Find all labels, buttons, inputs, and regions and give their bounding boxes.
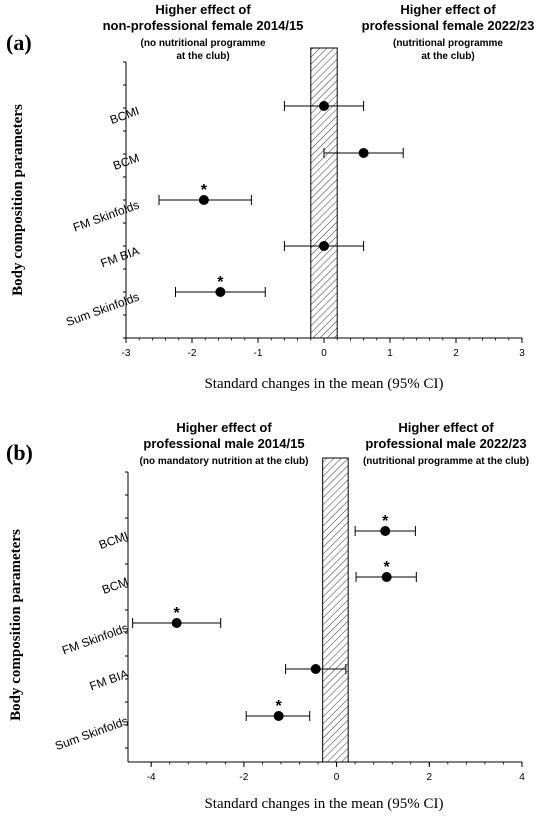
panel-a-x-tick-label: 2: [453, 348, 459, 359]
panel-b-significance-marker: *: [174, 605, 181, 622]
panel-a-trivial-band: [310, 47, 338, 339]
panel-b-category-label: BCM: [100, 575, 130, 597]
panel-a-right-note-sub2: at the club): [421, 51, 474, 62]
panel-b-right-note-line2: professional male 2022/23: [365, 436, 526, 451]
panel-a-left-note-line1: Higher effect of: [155, 2, 251, 17]
panel-a-left-note-sub1: (no nutritional programme: [141, 38, 266, 49]
panel-b-significance-marker: *: [276, 698, 283, 715]
panel-a-category-label: FM Skinfolds: [71, 198, 141, 235]
panel-a-ylabel: Body composition parameters: [10, 104, 26, 296]
panel-b-point: [381, 572, 392, 582]
panel-b-chart: (b) Higher effect of professional male 2…: [6, 420, 529, 812]
panel-a-right-note-sub1: (nutritional programme: [393, 38, 503, 49]
panel-a-left-note-line2: non-professional female 2014/15: [103, 18, 304, 33]
panel-a-point: [319, 241, 329, 251]
panel-b-left-note-line1: Higher effect of: [176, 420, 272, 435]
panel-a-xlabel: Standard changes in the mean (95% CI): [204, 376, 443, 392]
panel-b-point: [310, 664, 321, 674]
panel-a-point: [215, 287, 226, 297]
panel-b-category-label: FM BIA: [88, 667, 130, 694]
panel-b-point: [380, 526, 391, 536]
panel-a-significance-marker: *: [217, 274, 224, 291]
panel-b-point: [171, 618, 182, 628]
panel-a-label: (a): [6, 30, 32, 55]
panel-a-point: [358, 148, 369, 158]
panel-b-right-note-line1: Higher effect of: [398, 420, 494, 435]
panel-b-x-tick-label: -4: [147, 772, 156, 783]
panel-a-significance-marker: *: [201, 182, 208, 199]
panel-a-x-tick-label: 3: [519, 348, 525, 359]
panel-a-point: [319, 101, 329, 111]
panel-b-x-tick-label: 0: [334, 772, 340, 783]
panel-a-right-note-line1: Higher effect of: [400, 2, 496, 17]
panel-b-x-tick-label: -2: [239, 772, 248, 783]
panel-b-right-note-sub1: (nutritional programme at the club): [363, 456, 529, 467]
panel-a-left-note-sub2: at the club): [176, 51, 229, 62]
panel-a-right-note-line2: professional female 2022/23: [362, 18, 535, 33]
panel-b-category-label: BCMI: [97, 529, 130, 552]
panel-b-significance-marker: *: [382, 513, 389, 530]
panel-b-significance-marker: *: [384, 559, 391, 576]
panel-a-x-tick-label: -1: [254, 348, 263, 359]
panel-b-category-label: Sum Skinfolds: [53, 714, 130, 753]
panel-b-xlabel: Standard changes in the mean (95% CI): [204, 796, 443, 812]
panel-b-left-note-line2: professional male 2014/15: [143, 436, 304, 451]
panel-b-point: [273, 711, 284, 721]
panel-a-x-tick-label: 1: [387, 348, 393, 359]
panel-a-x-tick-label: -2: [188, 348, 197, 359]
panel-b-x-tick-label: 2: [427, 772, 433, 783]
panel-a-chart: (a) Higher effect of non-professional fe…: [6, 2, 534, 392]
panel-a-point: [198, 195, 209, 205]
panel-b-category-label: FM Skinfolds: [60, 621, 130, 658]
panel-a-x-tick-label: 0: [321, 348, 327, 359]
panel-b-left-note-sub1: (no mandatory nutrition at the club): [140, 456, 309, 467]
panel-a-category-label: FM BIA: [99, 244, 141, 271]
panel-a-x-tick-label: -3: [122, 348, 131, 359]
panel-b-label: (b): [6, 440, 33, 465]
panel-b-ylabel: Body composition parameters: [8, 529, 24, 721]
panel-b-x-tick-label: 4: [519, 772, 525, 783]
panel-a-category-label: Sum Skinfolds: [64, 290, 141, 329]
panel-b-trivial-band: [322, 457, 349, 763]
panel-a-category-label: BCMI: [108, 104, 141, 127]
